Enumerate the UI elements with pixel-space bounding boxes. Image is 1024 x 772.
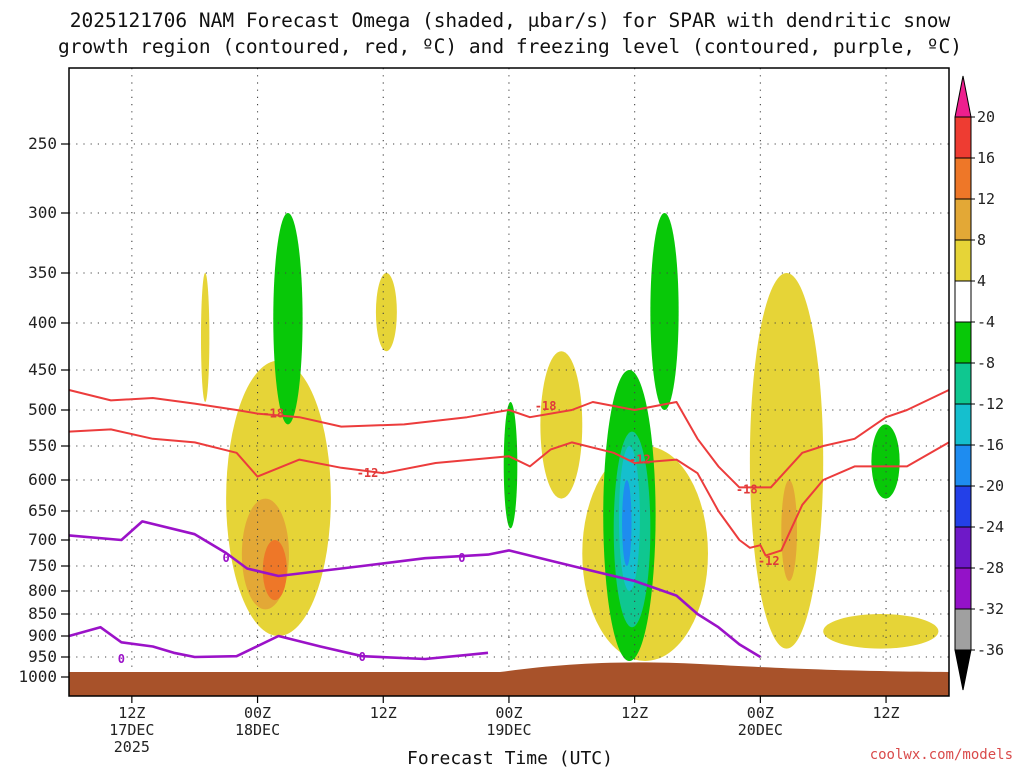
colorbar-label: -28 (977, 559, 1004, 577)
omega-region-14 (650, 213, 679, 410)
contour-label: -12 (629, 453, 651, 467)
colorbar-label: -36 (977, 641, 1004, 659)
colorbar-label: -12 (977, 395, 1004, 413)
omega-region-6 (375, 273, 397, 352)
x-tick-label: 00Z (244, 704, 271, 722)
x-tick-label: 19DEC (486, 721, 531, 739)
colorbar-bin (954, 239, 972, 282)
chart-title-line2: growth region (contoured, red, ºC) and f… (58, 35, 962, 58)
colorbar-label: -16 (977, 436, 1004, 454)
colorbar-label: -8 (977, 354, 995, 372)
omega-shading (200, 213, 939, 661)
colorbar-bin (954, 198, 972, 241)
x-tick-label: 20DEC (738, 721, 783, 739)
contour--12C (68, 428, 950, 557)
contour-label: 0 (458, 551, 465, 565)
x-tick-label: 2025 (114, 738, 150, 756)
omega-region-4 (262, 540, 287, 601)
y-axis-ticks: 250 300 350 400 450 500 550 600 650 700 750 800 850 9… (18, 134, 69, 686)
colorbar-bin (954, 567, 972, 610)
omega-region-7 (503, 402, 518, 529)
colorbar-label: 20 (977, 108, 995, 126)
contour-label: -12 (357, 466, 379, 480)
colorbar: 20 16 12 8 4 -4 -8 -12 -16 -20 -24 -28 -32 -36 (954, 75, 1004, 691)
y-tick-label: 650 (28, 501, 57, 520)
omega-region-5 (273, 213, 303, 425)
x-tick-label: 00Z (747, 704, 774, 722)
y-tick-label: 550 (28, 436, 57, 455)
colorbar-label: 16 (977, 149, 995, 167)
x-axis-label: Forecast Time (UTC) (407, 748, 613, 768)
y-tick-label: 850 (28, 604, 57, 623)
colorbar-label: 8 (977, 231, 986, 249)
y-tick-label: 900 (28, 626, 57, 645)
colorbar-bin (954, 403, 972, 446)
contour-label: 0 (223, 551, 230, 565)
colorbar-bin (954, 116, 972, 159)
omega-region-17 (823, 614, 939, 649)
colorbar-bin (954, 321, 972, 364)
colorbar-bin (954, 280, 972, 323)
contour-label: 0 (118, 652, 125, 666)
y-tick-label: 1000 (18, 667, 57, 686)
colorbar-top-arrow (954, 75, 972, 118)
colorbar-bin (954, 526, 972, 569)
credit-text: coolwx.com/models (870, 747, 1013, 763)
contour-label: -18 (262, 407, 284, 421)
colorbar-label: -4 (977, 313, 995, 331)
colorbar-bin (954, 608, 972, 651)
terrain-bump (500, 662, 949, 676)
y-tick-label: 700 (28, 530, 57, 549)
y-tick-label: 400 (28, 313, 57, 332)
colorbar-label: 4 (977, 272, 986, 290)
y-tick-label: 250 (28, 134, 57, 153)
x-tick-label: 00Z (495, 704, 522, 722)
colorbar-label: -32 (977, 600, 1004, 618)
contour-label: -18 (736, 482, 758, 496)
x-tick-label: 12Z (873, 704, 900, 722)
x-tick-label: 17DEC (109, 721, 154, 739)
y-tick-label: 500 (28, 400, 57, 419)
contour-freezing-level-0C-low (68, 625, 489, 661)
x-tick-label: 12Z (370, 704, 397, 722)
omega-region-16 (781, 480, 798, 581)
colorbar-bottom-arrow (954, 649, 972, 691)
y-tick-label: 450 (28, 360, 57, 379)
colorbar-bin (954, 362, 972, 405)
contour-freezing-level-0C (68, 520, 762, 659)
colorbar-bin (954, 444, 972, 487)
omega-region-15 (749, 273, 824, 649)
y-tick-label: 600 (28, 470, 57, 489)
contour-labels: -18 -12 -18 -12 -18 -12 0 0 0 0 (118, 399, 780, 666)
chart-title-line1: 2025121706 NAM Forecast Omega (shaded, μ… (70, 9, 951, 32)
colorbar-bin (954, 157, 972, 200)
contour--18C (68, 389, 950, 489)
contour-label: 0 (359, 650, 366, 664)
y-tick-label: 300 (28, 203, 57, 222)
colorbar-label: 12 (977, 190, 995, 208)
x-tick-label: 12Z (621, 704, 648, 722)
contour-label: -12 (758, 554, 780, 568)
y-tick-label: 800 (28, 581, 57, 600)
contour-lines (68, 389, 950, 661)
omega-region-13 (622, 480, 632, 566)
colorbar-bin (954, 485, 972, 528)
x-tick-label: 12Z (118, 704, 145, 722)
colorbar-label: -20 (977, 477, 1004, 495)
omega-region-8 (540, 351, 583, 499)
omega-region-1 (200, 273, 210, 402)
y-tick-label: 350 (28, 263, 57, 282)
y-tick-label: 950 (28, 647, 57, 666)
plot-area: -18 -12 -18 -12 -18 -12 0 0 0 0 (68, 67, 950, 697)
colorbar-label: -24 (977, 518, 1004, 536)
x-tick-label: 18DEC (235, 721, 280, 739)
omega-region-18 (871, 424, 900, 499)
y-tick-label: 750 (28, 556, 57, 575)
contour-label: -18 (535, 399, 557, 413)
